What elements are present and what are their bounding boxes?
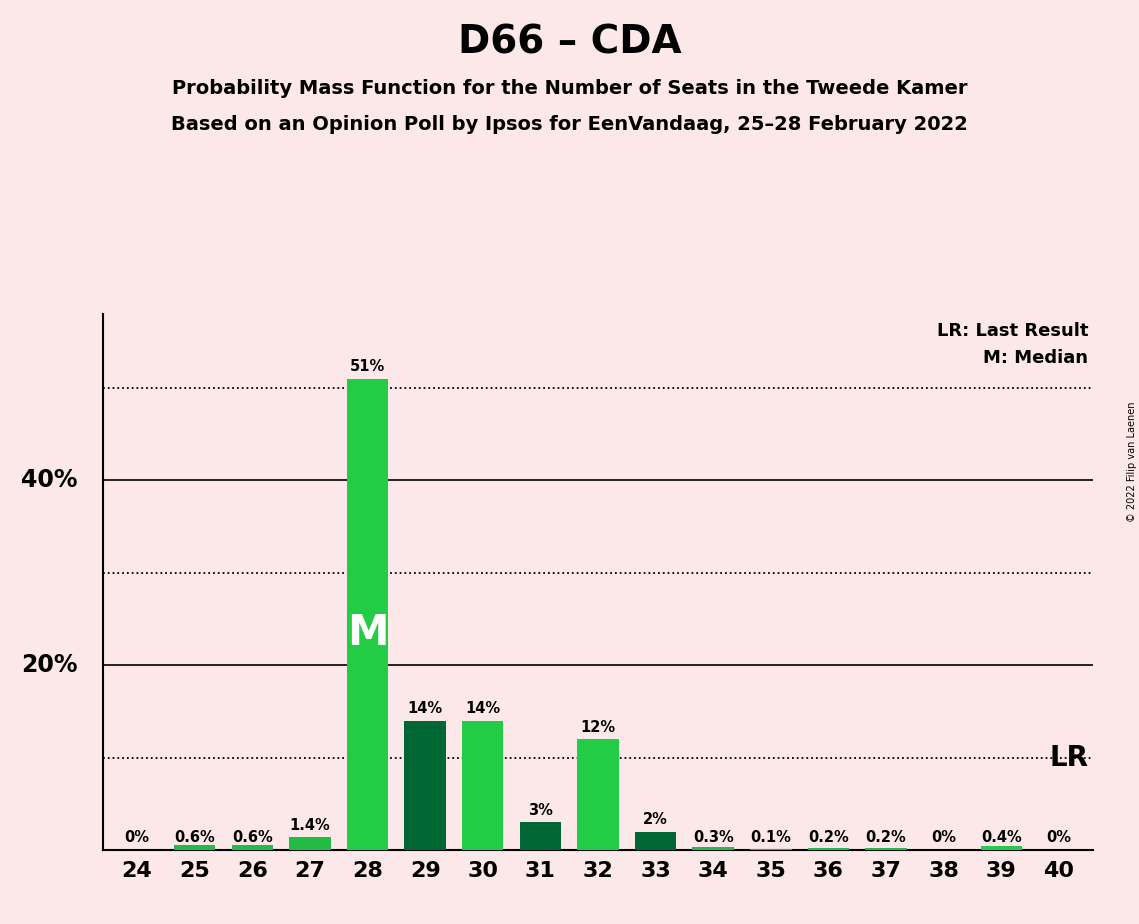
Text: Based on an Opinion Poll by Ipsos for EenVandaag, 25–28 February 2022: Based on an Opinion Poll by Ipsos for Ee… — [171, 116, 968, 135]
Text: 0%: 0% — [124, 831, 149, 845]
Text: M: Median: M: Median — [983, 349, 1089, 367]
Bar — [462, 721, 503, 850]
Text: 14%: 14% — [465, 701, 500, 716]
Text: © 2022 Filip van Laenen: © 2022 Filip van Laenen — [1126, 402, 1137, 522]
Bar — [174, 845, 215, 850]
Text: 0.4%: 0.4% — [981, 831, 1022, 845]
Text: 2%: 2% — [644, 812, 669, 827]
Text: 0.2%: 0.2% — [808, 831, 849, 845]
Text: LR: Last Result: LR: Last Result — [937, 322, 1089, 340]
Bar — [519, 822, 562, 850]
Bar — [231, 845, 273, 850]
Text: 0.3%: 0.3% — [693, 831, 734, 845]
Text: 14%: 14% — [408, 701, 443, 716]
Text: 0.6%: 0.6% — [174, 831, 215, 845]
Text: 0.2%: 0.2% — [866, 831, 907, 845]
Text: 40%: 40% — [22, 468, 77, 492]
Text: 0.6%: 0.6% — [232, 831, 272, 845]
Text: 51%: 51% — [350, 359, 385, 374]
Text: 20%: 20% — [22, 653, 77, 677]
Text: LR: LR — [1049, 744, 1089, 772]
Bar — [981, 846, 1022, 850]
Text: 0%: 0% — [1047, 831, 1072, 845]
Bar — [808, 848, 850, 850]
Text: 3%: 3% — [527, 803, 552, 818]
Text: Probability Mass Function for the Number of Seats in the Tweede Kamer: Probability Mass Function for the Number… — [172, 79, 967, 98]
Text: M: M — [346, 613, 388, 654]
Bar — [866, 848, 907, 850]
Text: D66 – CDA: D66 – CDA — [458, 23, 681, 61]
Bar — [577, 739, 618, 850]
Text: 0%: 0% — [932, 831, 956, 845]
Bar — [634, 832, 677, 850]
Bar — [404, 721, 445, 850]
Text: 1.4%: 1.4% — [289, 818, 330, 833]
Bar — [289, 837, 330, 850]
Text: 0.1%: 0.1% — [751, 831, 792, 845]
Bar — [751, 849, 792, 850]
Bar — [693, 847, 734, 850]
Bar — [346, 379, 388, 850]
Text: 12%: 12% — [581, 720, 615, 735]
